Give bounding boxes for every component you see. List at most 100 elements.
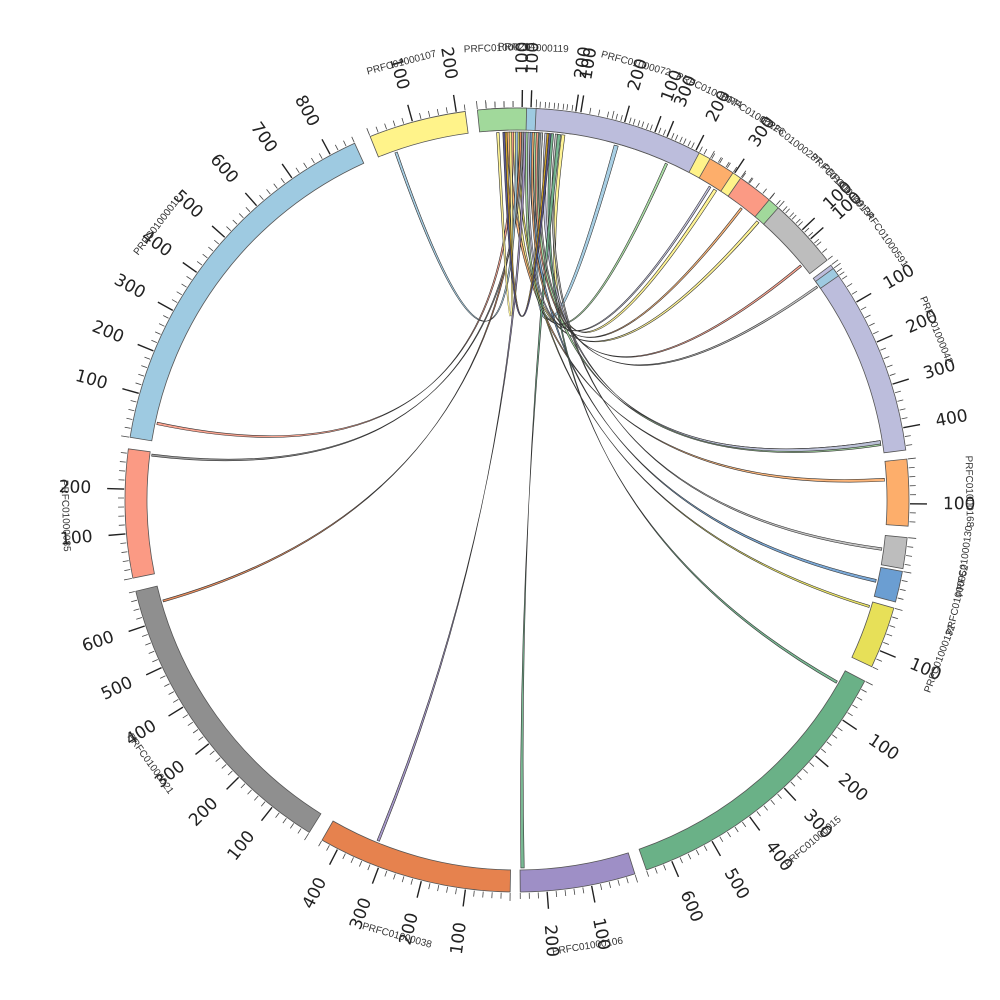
segment-name-label: PRFC01000591 [859, 205, 910, 270]
minor-tick [215, 757, 221, 762]
minor-tick [240, 783, 246, 789]
tick-label: 100 [943, 494, 976, 514]
minor-tick [245, 207, 251, 212]
minor-tick [343, 140, 347, 147]
tick-label: 200 [436, 46, 461, 81]
segment-PRFC01000015 [638, 670, 866, 871]
minor-tick [553, 102, 556, 109]
minor-tick [232, 219, 238, 225]
minor-tick [679, 857, 683, 864]
minor-tick [304, 833, 310, 841]
minor-tick [856, 696, 863, 701]
tick-label: 200 [571, 45, 596, 80]
minor-tick [318, 153, 323, 159]
minor-tick [908, 537, 917, 539]
minor-tick [906, 444, 913, 446]
major-tick [244, 192, 258, 207]
minor-tick [168, 691, 175, 695]
minor-tick [476, 101, 478, 110]
minor-tick [820, 748, 827, 753]
minor-tick [136, 617, 143, 620]
minor-tick [632, 118, 636, 125]
minor-tick [748, 177, 753, 183]
minor-tick [663, 864, 667, 871]
link-ribbon-1 [553, 134, 718, 333]
major-tick [666, 120, 675, 138]
tick-label: 100 [223, 827, 259, 865]
minor-tick [889, 373, 896, 376]
minor-tick [782, 206, 788, 212]
minor-tick [121, 551, 128, 553]
minor-tick [128, 591, 135, 594]
major-tick [371, 867, 380, 884]
major-tick [462, 889, 467, 907]
minor-tick [164, 683, 170, 687]
minor-tick [419, 112, 422, 120]
minor-tick [297, 828, 302, 834]
minor-tick [763, 805, 768, 811]
minor-tick [831, 259, 839, 265]
minor-tick [428, 110, 431, 117]
minor-tick [687, 140, 691, 147]
minor-tick [135, 382, 142, 386]
minor-tick [883, 356, 890, 360]
tick-label: 600 [80, 627, 117, 656]
minor-tick [119, 461, 126, 463]
minor-tick [126, 417, 133, 420]
minor-tick [350, 857, 354, 864]
minor-tick [152, 659, 158, 663]
minor-tick [778, 200, 785, 208]
tick-label: 400 [299, 874, 332, 912]
major-tick [407, 104, 413, 122]
minor-tick [254, 795, 259, 801]
minor-tick [589, 107, 592, 114]
minor-tick [869, 322, 875, 327]
minor-tick [582, 887, 585, 894]
minor-tick [827, 255, 833, 260]
minor-tick [141, 365, 148, 369]
minor-tick [163, 315, 169, 319]
minor-tick [872, 666, 879, 671]
tick-label: 400 [934, 406, 970, 432]
minor-tick [796, 775, 802, 781]
major-tick [590, 885, 596, 903]
minor-tick [641, 121, 645, 128]
minor-tick [785, 208, 790, 214]
segment-name-label: PRFC01000085 [58, 480, 72, 552]
minor-tick [901, 580, 908, 583]
link-ribbon-13 [151, 131, 525, 462]
major-tick [157, 301, 174, 311]
minor-tick [124, 426, 131, 429]
minor-tick [629, 117, 632, 124]
tick-label: 100 [576, 46, 601, 81]
tick-label: 500 [720, 865, 753, 903]
tick-label: 200 [540, 924, 562, 958]
minor-tick [375, 126, 379, 133]
ribbon-layer [151, 131, 885, 869]
minor-tick [130, 400, 137, 403]
segment-PRFC01000204 [476, 107, 528, 133]
major-tick [195, 743, 210, 755]
tick-label: 200 [185, 794, 222, 831]
minor-tick [899, 588, 906, 591]
minor-tick [144, 356, 151, 360]
tick-label: 200 [834, 770, 872, 806]
minor-tick [566, 104, 569, 111]
minor-tick [795, 218, 801, 224]
minor-tick [226, 226, 232, 231]
minor-tick [907, 457, 916, 460]
minor-tick [726, 162, 731, 169]
minor-tick [557, 103, 559, 110]
major-tick [226, 776, 240, 790]
minor-tick [151, 339, 158, 343]
minor-tick [617, 879, 620, 886]
major-tick [734, 158, 745, 174]
minor-tick [634, 874, 638, 883]
minor-tick [756, 811, 761, 817]
minor-tick [384, 123, 387, 130]
segment-layer [124, 107, 910, 893]
minor-tick [124, 569, 131, 571]
minor-tick [181, 283, 187, 288]
